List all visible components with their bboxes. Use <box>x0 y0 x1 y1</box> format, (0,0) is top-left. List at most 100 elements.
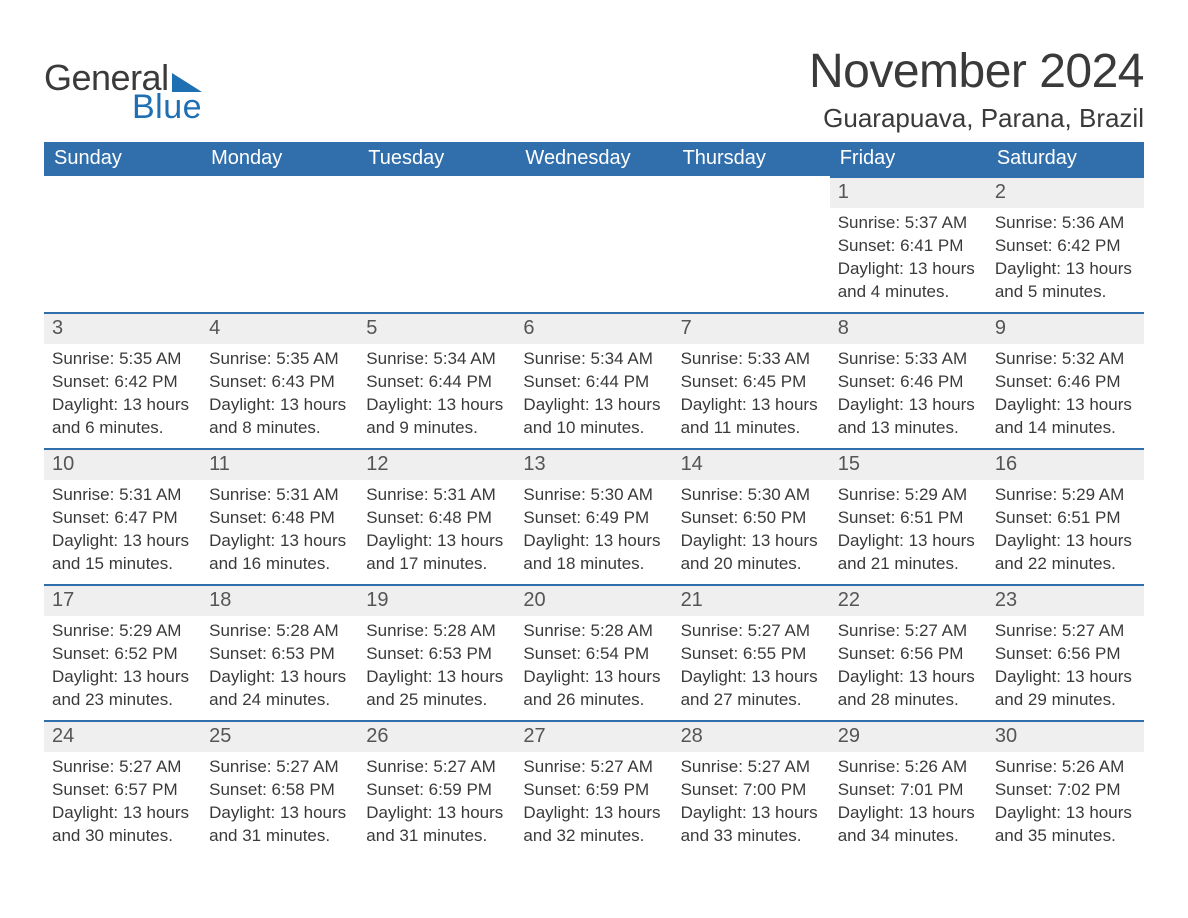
day-body: Sunrise: 5:28 AMSunset: 6:53 PMDaylight:… <box>201 616 358 716</box>
day-number: 2 <box>987 176 1144 208</box>
calendar-cell <box>358 176 515 312</box>
calendar-cell: 5Sunrise: 5:34 AMSunset: 6:44 PMDaylight… <box>358 312 515 448</box>
day-body: Sunrise: 5:34 AMSunset: 6:44 PMDaylight:… <box>515 344 672 444</box>
calendar-table: Sunday Monday Tuesday Wednesday Thursday… <box>44 142 1144 856</box>
day-body: Sunrise: 5:28 AMSunset: 6:53 PMDaylight:… <box>358 616 515 716</box>
dow-monday: Monday <box>201 142 358 176</box>
day-body: Sunrise: 5:35 AMSunset: 6:43 PMDaylight:… <box>201 344 358 444</box>
calendar-cell: 12Sunrise: 5:31 AMSunset: 6:48 PMDayligh… <box>358 448 515 584</box>
calendar-week-row: 24Sunrise: 5:27 AMSunset: 6:57 PMDayligh… <box>44 720 1144 856</box>
calendar-cell <box>673 176 830 312</box>
day-body: Sunrise: 5:37 AMSunset: 6:41 PMDaylight:… <box>830 208 987 308</box>
calendar-cell: 23Sunrise: 5:27 AMSunset: 6:56 PMDayligh… <box>987 584 1144 720</box>
location-subtitle: Guarapuava, Parana, Brazil <box>809 103 1144 134</box>
day-body: Sunrise: 5:27 AMSunset: 6:56 PMDaylight:… <box>987 616 1144 716</box>
day-number: 3 <box>44 312 201 344</box>
day-number: 6 <box>515 312 672 344</box>
day-body: Sunrise: 5:33 AMSunset: 6:45 PMDaylight:… <box>673 344 830 444</box>
day-of-week-row: Sunday Monday Tuesday Wednesday Thursday… <box>44 142 1144 176</box>
dow-sunday: Sunday <box>44 142 201 176</box>
calendar-cell: 14Sunrise: 5:30 AMSunset: 6:50 PMDayligh… <box>673 448 830 584</box>
calendar-cell: 15Sunrise: 5:29 AMSunset: 6:51 PMDayligh… <box>830 448 987 584</box>
day-number: 16 <box>987 448 1144 480</box>
day-body: Sunrise: 5:36 AMSunset: 6:42 PMDaylight:… <box>987 208 1144 308</box>
day-body: Sunrise: 5:28 AMSunset: 6:54 PMDaylight:… <box>515 616 672 716</box>
day-body: Sunrise: 5:27 AMSunset: 6:56 PMDaylight:… <box>830 616 987 716</box>
dow-wednesday: Wednesday <box>515 142 672 176</box>
calendar-cell: 6Sunrise: 5:34 AMSunset: 6:44 PMDaylight… <box>515 312 672 448</box>
day-number: 30 <box>987 720 1144 752</box>
day-body: Sunrise: 5:27 AMSunset: 6:57 PMDaylight:… <box>44 752 201 852</box>
calendar-week-row: 17Sunrise: 5:29 AMSunset: 6:52 PMDayligh… <box>44 584 1144 720</box>
calendar-cell: 19Sunrise: 5:28 AMSunset: 6:53 PMDayligh… <box>358 584 515 720</box>
day-body: Sunrise: 5:31 AMSunset: 6:48 PMDaylight:… <box>201 480 358 580</box>
dow-thursday: Thursday <box>673 142 830 176</box>
day-number: 25 <box>201 720 358 752</box>
day-number: 26 <box>358 720 515 752</box>
day-body: Sunrise: 5:27 AMSunset: 6:55 PMDaylight:… <box>673 616 830 716</box>
calendar-cell: 9Sunrise: 5:32 AMSunset: 6:46 PMDaylight… <box>987 312 1144 448</box>
day-number: 10 <box>44 448 201 480</box>
calendar-cell: 17Sunrise: 5:29 AMSunset: 6:52 PMDayligh… <box>44 584 201 720</box>
day-body: Sunrise: 5:26 AMSunset: 7:01 PMDaylight:… <box>830 752 987 852</box>
day-number: 28 <box>673 720 830 752</box>
day-number: 11 <box>201 448 358 480</box>
day-body <box>44 208 201 216</box>
day-number: 27 <box>515 720 672 752</box>
title-block: November 2024 Guarapuava, Parana, Brazil <box>809 32 1144 142</box>
day-number: 7 <box>673 312 830 344</box>
day-number: 1 <box>830 176 987 208</box>
dow-tuesday: Tuesday <box>358 142 515 176</box>
calendar-week-row: 3Sunrise: 5:35 AMSunset: 6:42 PMDaylight… <box>44 312 1144 448</box>
day-body: Sunrise: 5:29 AMSunset: 6:51 PMDaylight:… <box>830 480 987 580</box>
calendar-cell: 2Sunrise: 5:36 AMSunset: 6:42 PMDaylight… <box>987 176 1144 312</box>
calendar-cell: 30Sunrise: 5:26 AMSunset: 7:02 PMDayligh… <box>987 720 1144 856</box>
day-number: 23 <box>987 584 1144 616</box>
logo-word-blue: Blue <box>44 90 202 124</box>
day-number: 19 <box>358 584 515 616</box>
day-number: 13 <box>515 448 672 480</box>
calendar-cell <box>515 176 672 312</box>
calendar-week-row: 10Sunrise: 5:31 AMSunset: 6:47 PMDayligh… <box>44 448 1144 584</box>
calendar-cell: 22Sunrise: 5:27 AMSunset: 6:56 PMDayligh… <box>830 584 987 720</box>
calendar-cell: 27Sunrise: 5:27 AMSunset: 6:59 PMDayligh… <box>515 720 672 856</box>
day-number: 9 <box>987 312 1144 344</box>
calendar-cell: 8Sunrise: 5:33 AMSunset: 6:46 PMDaylight… <box>830 312 987 448</box>
day-body: Sunrise: 5:33 AMSunset: 6:46 PMDaylight:… <box>830 344 987 444</box>
day-body: Sunrise: 5:31 AMSunset: 6:48 PMDaylight:… <box>358 480 515 580</box>
brand-logo: General Blue <box>44 32 202 124</box>
calendar-cell: 16Sunrise: 5:29 AMSunset: 6:51 PMDayligh… <box>987 448 1144 584</box>
day-body: Sunrise: 5:27 AMSunset: 6:58 PMDaylight:… <box>201 752 358 852</box>
day-number: 22 <box>830 584 987 616</box>
calendar-cell <box>201 176 358 312</box>
day-body: Sunrise: 5:35 AMSunset: 6:42 PMDaylight:… <box>44 344 201 444</box>
day-number: 17 <box>44 584 201 616</box>
day-body: Sunrise: 5:26 AMSunset: 7:02 PMDaylight:… <box>987 752 1144 852</box>
day-body: Sunrise: 5:27 AMSunset: 6:59 PMDaylight:… <box>515 752 672 852</box>
day-body: Sunrise: 5:29 AMSunset: 6:51 PMDaylight:… <box>987 480 1144 580</box>
day-body <box>201 208 358 216</box>
calendar-cell: 10Sunrise: 5:31 AMSunset: 6:47 PMDayligh… <box>44 448 201 584</box>
day-number: 18 <box>201 584 358 616</box>
calendar-cell: 28Sunrise: 5:27 AMSunset: 7:00 PMDayligh… <box>673 720 830 856</box>
calendar-cell <box>44 176 201 312</box>
day-number: 5 <box>358 312 515 344</box>
day-body <box>515 208 672 216</box>
day-number: 24 <box>44 720 201 752</box>
day-number: 4 <box>201 312 358 344</box>
calendar-cell: 21Sunrise: 5:27 AMSunset: 6:55 PMDayligh… <box>673 584 830 720</box>
day-body <box>358 208 515 216</box>
day-body: Sunrise: 5:30 AMSunset: 6:50 PMDaylight:… <box>673 480 830 580</box>
day-number: 15 <box>830 448 987 480</box>
calendar-cell: 13Sunrise: 5:30 AMSunset: 6:49 PMDayligh… <box>515 448 672 584</box>
dow-friday: Friday <box>830 142 987 176</box>
calendar-cell: 1Sunrise: 5:37 AMSunset: 6:41 PMDaylight… <box>830 176 987 312</box>
day-body: Sunrise: 5:31 AMSunset: 6:47 PMDaylight:… <box>44 480 201 580</box>
day-number: 21 <box>673 584 830 616</box>
calendar-cell: 4Sunrise: 5:35 AMSunset: 6:43 PMDaylight… <box>201 312 358 448</box>
day-body: Sunrise: 5:27 AMSunset: 6:59 PMDaylight:… <box>358 752 515 852</box>
day-number: 12 <box>358 448 515 480</box>
day-body: Sunrise: 5:27 AMSunset: 7:00 PMDaylight:… <box>673 752 830 852</box>
calendar-cell: 24Sunrise: 5:27 AMSunset: 6:57 PMDayligh… <box>44 720 201 856</box>
day-number: 20 <box>515 584 672 616</box>
